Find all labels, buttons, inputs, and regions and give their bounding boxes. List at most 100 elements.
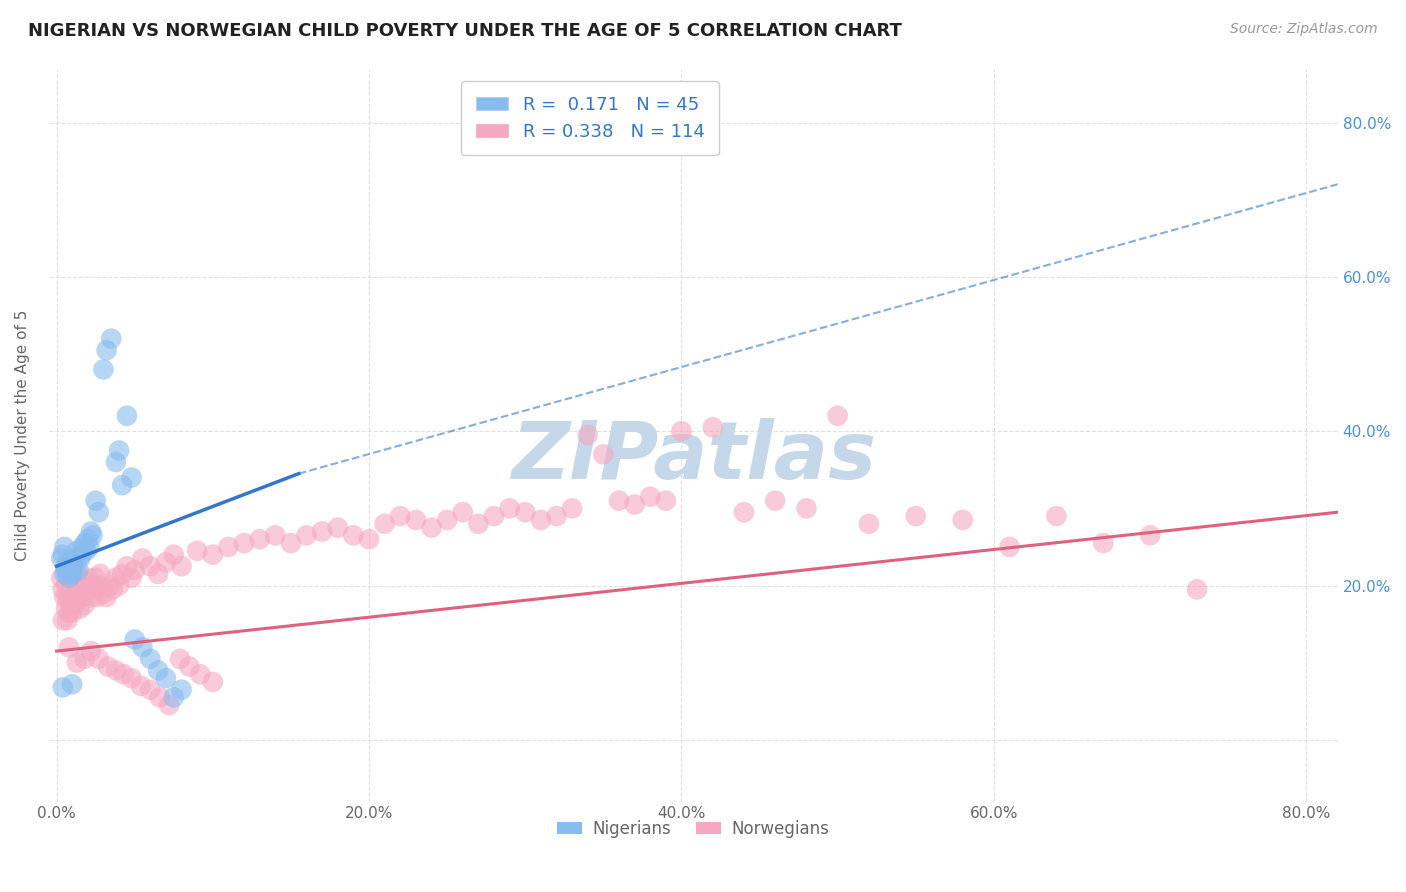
Point (1185, 582, 1208, 597)
Point (131, 640, 153, 655)
Point (84, 571, 107, 585)
Point (66, 656, 89, 670)
Point (111, 478, 134, 492)
Point (69, 551, 91, 566)
Point (108, 578, 131, 592)
Point (72, 590, 94, 604)
Point (59, 571, 82, 585)
Point (67, 582, 90, 597)
Point (796, 501, 818, 516)
Point (60, 563, 83, 577)
Point (546, 509, 568, 524)
Point (952, 513, 974, 527)
Point (73, 652, 96, 666)
Point (576, 428, 599, 442)
Point (998, 540, 1021, 554)
Point (53, 540, 76, 554)
Point (342, 528, 364, 542)
Point (149, 690, 172, 705)
Point (83, 582, 105, 597)
Point (139, 652, 162, 666)
Point (112, 667, 135, 681)
Point (607, 493, 630, 508)
Point (87, 578, 110, 592)
Point (188, 667, 211, 681)
Point (115, 409, 138, 423)
Point (146, 566, 169, 581)
Point (70, 586, 93, 600)
Point (69, 601, 91, 615)
Point (66, 566, 89, 581)
Point (56, 590, 79, 604)
Point (70, 548, 93, 562)
Point (264, 528, 287, 542)
Point (233, 536, 256, 550)
Point (111, 566, 134, 581)
Point (655, 493, 678, 508)
Point (51, 551, 73, 566)
Point (52, 613, 75, 627)
Point (436, 513, 458, 527)
Point (201, 675, 224, 690)
Point (52, 548, 75, 562)
Point (72, 540, 94, 554)
Point (58, 640, 80, 655)
Point (76, 533, 98, 547)
Point (101, 582, 124, 597)
Text: NIGERIAN VS NORWEGIAN CHILD POVERTY UNDER THE AGE OF 5 CORRELATION CHART: NIGERIAN VS NORWEGIAN CHILD POVERTY UNDE… (28, 22, 903, 40)
Point (55, 601, 77, 615)
Point (129, 679, 152, 693)
Point (87, 505, 110, 519)
Point (702, 420, 724, 434)
Point (53, 590, 76, 604)
Point (65, 551, 87, 566)
Point (858, 516, 880, 531)
Point (82, 578, 104, 592)
Point (55, 563, 77, 577)
Text: ZIPatlas: ZIPatlas (510, 418, 876, 496)
Point (420, 521, 443, 535)
Point (139, 559, 162, 574)
Point (84, 493, 107, 508)
Point (217, 540, 239, 554)
Point (79, 540, 101, 554)
Point (62, 559, 84, 574)
Point (170, 682, 193, 697)
Point (623, 498, 645, 512)
Point (100, 332, 122, 346)
Point (295, 528, 318, 542)
Point (326, 521, 349, 535)
Point (671, 424, 693, 438)
Point (80, 590, 103, 604)
Point (179, 659, 201, 673)
Point (139, 682, 162, 697)
Point (374, 516, 396, 531)
Point (357, 533, 380, 547)
Point (733, 505, 755, 519)
Point (467, 516, 489, 531)
Point (155, 671, 177, 685)
Point (76, 571, 98, 585)
Point (53, 566, 76, 581)
Point (73, 598, 96, 612)
Point (405, 513, 427, 527)
Point (60, 677, 83, 691)
Point (1139, 528, 1161, 542)
Point (121, 571, 143, 585)
Point (1092, 536, 1115, 550)
Point (131, 551, 153, 566)
Point (121, 671, 143, 685)
Point (280, 536, 302, 550)
Point (108, 443, 131, 458)
Point (201, 548, 224, 562)
Point (89, 566, 111, 581)
Point (59, 598, 82, 612)
Point (169, 652, 191, 666)
Point (75, 574, 97, 589)
Legend: Nigerians, Norwegians: Nigerians, Norwegians (551, 814, 835, 845)
Point (58, 590, 80, 604)
Point (115, 559, 138, 574)
Point (515, 505, 537, 519)
Point (93, 586, 115, 600)
Point (104, 455, 127, 469)
